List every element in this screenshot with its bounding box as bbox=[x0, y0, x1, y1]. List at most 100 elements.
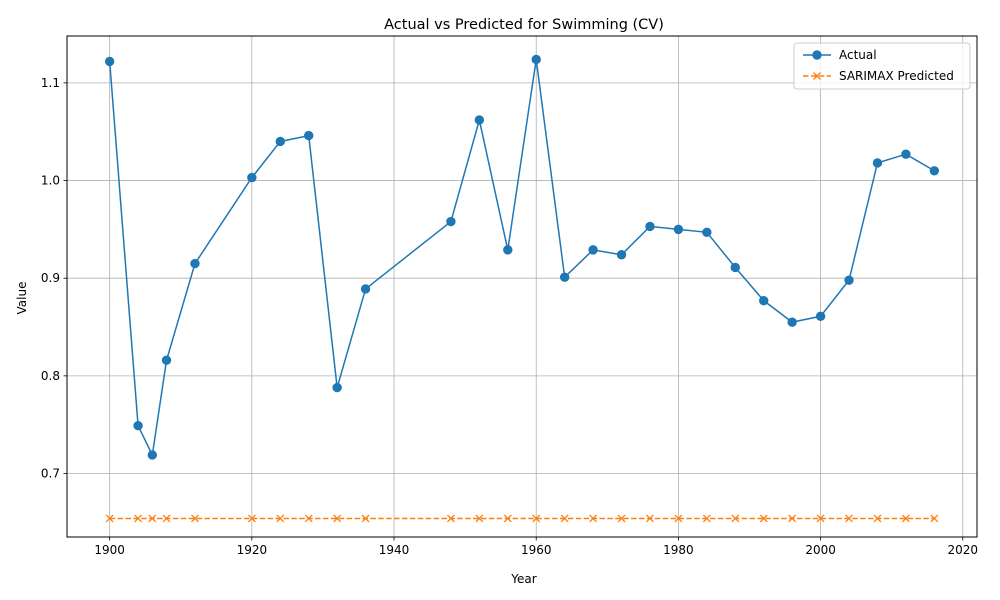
data-point-sarimax-predicted bbox=[901, 514, 910, 523]
series-sarimax-predicted bbox=[105, 514, 939, 523]
data-point-sarimax-predicted bbox=[617, 514, 626, 523]
data-point-actual bbox=[730, 262, 740, 273]
data-point-sarimax-predicted bbox=[191, 514, 199, 523]
x-marker-stroke bbox=[162, 514, 171, 523]
x-marker-stroke bbox=[503, 514, 512, 523]
x-marker-stroke bbox=[589, 514, 598, 523]
data-point-sarimax-predicted bbox=[148, 514, 157, 523]
data-point-actual bbox=[929, 166, 940, 176]
grid-lines bbox=[67, 36, 977, 537]
x-tick-label: 2020 bbox=[948, 543, 979, 557]
x-marker-stroke bbox=[446, 514, 455, 523]
legend-label: SARIMAX Predicted bbox=[839, 69, 954, 83]
data-point-actual bbox=[901, 149, 911, 159]
data-point-actual bbox=[673, 224, 684, 235]
series-line-actual bbox=[108, 59, 935, 458]
data-point-actual bbox=[190, 258, 200, 269]
legend-marker bbox=[812, 50, 822, 60]
data-point-sarimax-predicted bbox=[560, 514, 569, 523]
data-point-sarimax-predicted bbox=[674, 514, 683, 523]
data-point-actual bbox=[588, 245, 598, 255]
data-point-sarimax-predicted bbox=[304, 514, 313, 523]
x-tick-label: 1980 bbox=[663, 543, 694, 557]
data-point-actual bbox=[503, 245, 513, 255]
data-point-actual bbox=[872, 158, 883, 168]
y-tick-label: 1.1 bbox=[41, 76, 60, 90]
data-point-actual bbox=[332, 382, 342, 393]
data-point-actual bbox=[275, 136, 285, 147]
data-point-actual bbox=[531, 54, 541, 65]
y-tick-label: 0.9 bbox=[41, 271, 60, 285]
data-point-actual bbox=[161, 355, 172, 365]
data-point-sarimax-predicted bbox=[873, 514, 882, 523]
legend-marker bbox=[813, 72, 821, 80]
x-tick-label: 1900 bbox=[94, 543, 125, 557]
x-marker-stroke bbox=[134, 514, 143, 523]
data-point-actual bbox=[759, 295, 769, 306]
x-marker-stroke bbox=[759, 514, 768, 523]
data-point-actual bbox=[559, 272, 570, 282]
series-layer bbox=[104, 54, 940, 523]
x-marker-stroke bbox=[304, 514, 313, 523]
x-marker-stroke bbox=[813, 72, 821, 80]
data-point-sarimax-predicted bbox=[532, 514, 541, 523]
y-tick-label: 0.8 bbox=[41, 369, 60, 383]
x-marker-stroke bbox=[646, 514, 654, 523]
x-marker-stroke bbox=[788, 514, 797, 523]
data-point-sarimax-predicted bbox=[731, 514, 740, 523]
x-marker-stroke bbox=[333, 514, 342, 523]
x-marker-stroke bbox=[105, 514, 114, 523]
data-point-actual bbox=[104, 56, 115, 67]
data-point-sarimax-predicted bbox=[162, 514, 171, 523]
legend-item-sarimax-predicted: SARIMAX Predicted bbox=[803, 69, 954, 83]
x-marker-stroke bbox=[191, 514, 199, 523]
data-point-sarimax-predicted bbox=[589, 514, 598, 523]
data-point-sarimax-predicted bbox=[446, 514, 455, 523]
x-marker-stroke bbox=[475, 514, 484, 523]
x-marker-stroke bbox=[930, 514, 939, 523]
data-point-sarimax-predicted bbox=[475, 514, 484, 523]
y-axis-label: Value bbox=[15, 282, 29, 315]
x-marker-stroke bbox=[702, 514, 711, 523]
data-point-actual bbox=[645, 221, 655, 232]
data-point-actual bbox=[787, 317, 797, 327]
plot-frame bbox=[66, 35, 978, 538]
legend-item-actual: Actual bbox=[803, 48, 877, 62]
x-marker-stroke bbox=[560, 514, 569, 523]
series-actual bbox=[104, 54, 940, 460]
data-point-actual bbox=[360, 284, 371, 294]
x-marker-stroke bbox=[361, 514, 370, 523]
data-point-actual bbox=[474, 115, 485, 125]
x-axis-label: Year bbox=[510, 572, 536, 586]
data-point-actual bbox=[247, 172, 257, 183]
data-point-sarimax-predicted bbox=[333, 514, 342, 523]
x-marker-stroke bbox=[148, 514, 157, 523]
data-point-actual bbox=[446, 216, 456, 227]
x-marker-stroke bbox=[873, 514, 882, 523]
x-marker-stroke bbox=[247, 514, 256, 523]
data-point-sarimax-predicted bbox=[646, 514, 654, 523]
data-point-actual bbox=[147, 450, 158, 460]
x-marker-stroke bbox=[731, 514, 740, 523]
data-point-actual bbox=[304, 130, 314, 141]
data-point-sarimax-predicted bbox=[845, 514, 853, 523]
x-marker-stroke bbox=[276, 514, 285, 523]
data-point-sarimax-predicted bbox=[702, 514, 711, 523]
chart-title: Actual vs Predicted for Swimming (CV) bbox=[384, 17, 664, 33]
x-tick-label: 2000 bbox=[805, 543, 836, 557]
data-point-sarimax-predicted bbox=[930, 514, 939, 523]
data-point-sarimax-predicted bbox=[276, 514, 285, 523]
legend-box bbox=[793, 42, 971, 90]
data-point-sarimax-predicted bbox=[105, 514, 114, 523]
x-marker-stroke bbox=[816, 514, 825, 523]
data-point-actual bbox=[815, 311, 826, 321]
x-tick-label: 1940 bbox=[379, 543, 410, 557]
legend: Actual SARIMAX Predicted bbox=[793, 42, 971, 90]
data-point-sarimax-predicted bbox=[503, 514, 512, 523]
data-point-sarimax-predicted bbox=[361, 514, 370, 523]
data-point-sarimax-predicted bbox=[759, 514, 768, 523]
x-marker-stroke bbox=[845, 514, 853, 523]
x-marker-stroke bbox=[617, 514, 626, 523]
y-tick-label: 0.7 bbox=[41, 467, 60, 481]
